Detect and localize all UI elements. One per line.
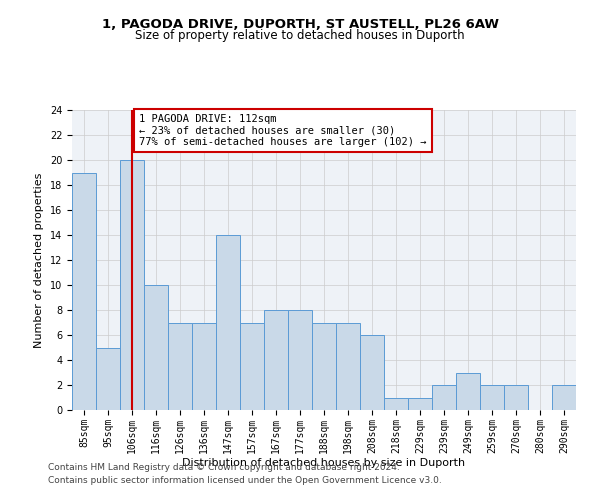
Bar xyxy=(432,385,456,410)
Bar xyxy=(96,348,120,410)
Text: 1 PAGODA DRIVE: 112sqm
← 23% of detached houses are smaller (30)
77% of semi-det: 1 PAGODA DRIVE: 112sqm ← 23% of detached… xyxy=(139,114,427,147)
Text: Contains public sector information licensed under the Open Government Licence v3: Contains public sector information licen… xyxy=(48,476,442,485)
Bar xyxy=(312,322,336,410)
Bar xyxy=(240,322,264,410)
Bar xyxy=(336,322,360,410)
Bar xyxy=(480,385,504,410)
Bar xyxy=(168,322,192,410)
Bar xyxy=(552,385,576,410)
Bar xyxy=(144,285,168,410)
Bar xyxy=(408,398,432,410)
Bar xyxy=(192,322,216,410)
Bar xyxy=(360,335,384,410)
Bar xyxy=(456,372,480,410)
Bar xyxy=(216,235,240,410)
Bar xyxy=(504,385,528,410)
Bar xyxy=(288,310,312,410)
Bar xyxy=(384,398,408,410)
Y-axis label: Number of detached properties: Number of detached properties xyxy=(34,172,44,348)
Text: 1, PAGODA DRIVE, DUPORTH, ST AUSTELL, PL26 6AW: 1, PAGODA DRIVE, DUPORTH, ST AUSTELL, PL… xyxy=(101,18,499,30)
Bar xyxy=(264,310,288,410)
Text: Size of property relative to detached houses in Duporth: Size of property relative to detached ho… xyxy=(135,28,465,42)
Bar xyxy=(72,172,96,410)
Text: Contains HM Land Registry data © Crown copyright and database right 2024.: Contains HM Land Registry data © Crown c… xyxy=(48,464,400,472)
X-axis label: Distribution of detached houses by size in Duporth: Distribution of detached houses by size … xyxy=(182,458,466,468)
Bar xyxy=(120,160,144,410)
